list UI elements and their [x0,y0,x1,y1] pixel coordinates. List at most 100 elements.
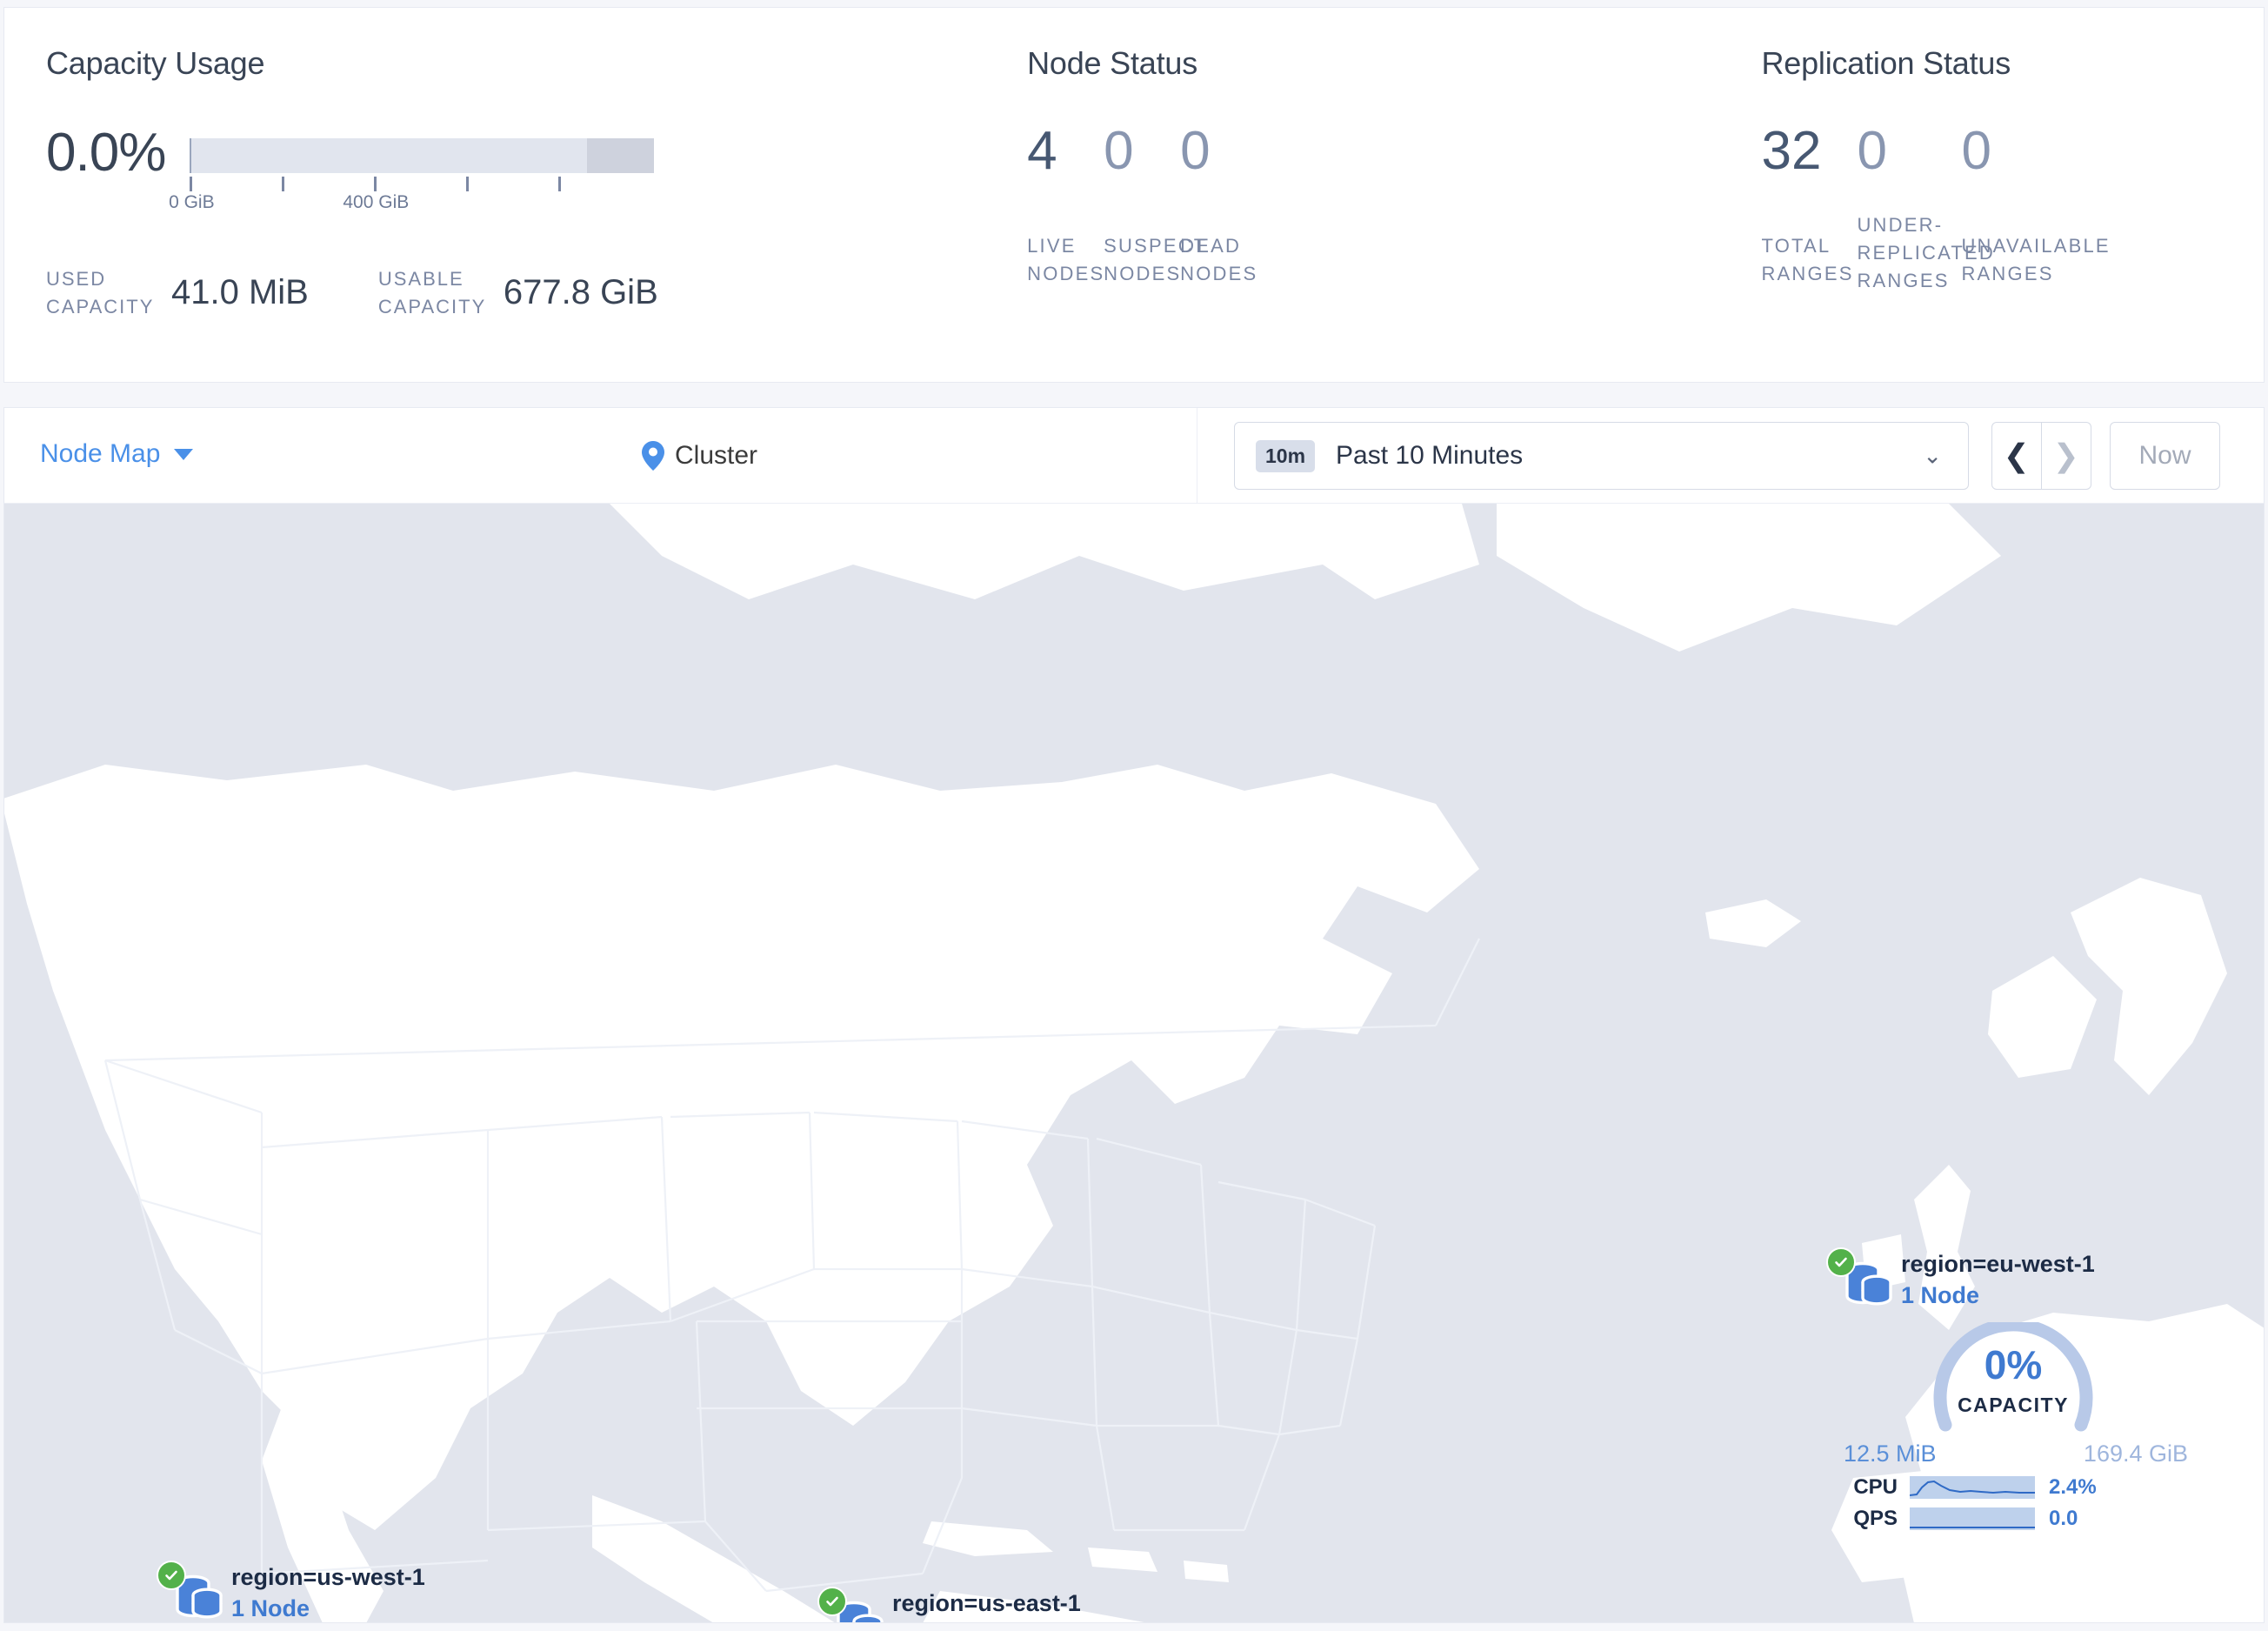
locality-node-count: 2 Nodes [892,1621,984,1622]
axis-tick [558,177,562,191]
locality-marker-us-east-1[interactable]: region=us-east-1 2 Nodes 0% CAPACITY 16.… [817,1587,1191,1622]
qps-sparkline [1910,1507,2035,1530]
axis-label-mid: 400 GiB [343,192,410,212]
locality-header: region=us-east-1 2 Nodes [817,1587,1191,1622]
locality-node-count: 1 Node [1901,1282,1980,1308]
healthy-check-icon [1826,1247,1856,1277]
chevron-down-icon [174,448,194,460]
replication-status-panel: Replication Status 32 TOTAL RANGES 0 UND… [1711,8,2264,382]
live-nodes-label: LIVE NODES [1027,235,1105,284]
view-selector-dropdown[interactable]: Node Map [40,439,194,469]
breadcrumb[interactable]: Cluster [642,441,757,471]
capacity-gauge-percent: 0% [1984,1342,2043,1387]
dead-nodes-counter: 0 DEAD NODES [1180,121,1257,284]
view-selector-label: Node Map [40,439,161,468]
breadcrumb-label: Cluster [675,441,758,470]
node-status-title: Node Status [1027,45,1198,81]
locality-marker-us-west-1[interactable]: region=us-west-1 1 Node 0% CAPACITY 12.2… [157,1561,530,1622]
live-nodes-counter: 4 LIVE NODES [1027,121,1104,284]
capacity-gauge: 0% CAPACITY [1926,1322,2100,1435]
axis-tick [374,177,377,191]
suspect-nodes-label: SUSPECT NODES [1104,235,1208,284]
axis-tick [466,177,470,191]
locality-name: region=us-east-1 [892,1590,1081,1616]
healthy-check-icon [817,1587,847,1616]
capacity-percent-value: 0.0% [46,123,166,183]
capacity-chart: 0.0% 0 GiB 400 GiB [46,123,991,212]
unavailable-ranges-value: 0 [1961,121,1991,181]
landmasses [4,504,2264,1622]
used-capacity-label: USED CAPACITY [46,268,155,318]
usable-capacity-value: 677.8 GiB [503,273,658,312]
live-nodes-value: 4 [1027,121,1057,181]
capacity-bar-reserved-segment [587,138,655,173]
cpu-sparkline [1910,1476,2035,1499]
under-replicated-ranges-label: UNDER- REPLICATED RANGES [1857,214,1995,291]
locality-node-count: 1 Node [231,1595,310,1621]
total-ranges-label: TOTAL RANGES [1761,235,1854,284]
map-geometry [4,504,2264,1622]
capacity-gauge-label: CAPACITY [1958,1394,2069,1416]
axis-tick [282,177,285,191]
locality-header: region=us-west-1 1 Node [157,1561,530,1622]
map-toolbar: Node Map Cluster 10m Past 10 Minutes ⌄ [4,408,2264,504]
under-replicated-ranges-counter: 0 UNDER- REPLICATED RANGES [1857,121,1992,291]
time-range-badge: 10m [1256,439,1316,472]
used-capacity-value: 41.0 MiB [171,273,309,312]
usable-capacity-stat: USABLE CAPACITY 677.8 GiB [378,265,658,321]
capacity-stats: USED CAPACITY 41.0 MiB USABLE CAPACITY 6… [46,265,991,321]
time-next-button[interactable]: ❯ [2052,438,2079,473]
cpu-metric-label: CPU [1853,1475,1898,1499]
healthy-check-icon [157,1561,186,1590]
node-status-counters: 4 LIVE NODES 0 SUSPECT NODES 0 DEAD NODE… [1027,121,1711,284]
node-status-panel: Node Status 4 LIVE NODES 0 SUSPECT NODES… [991,8,1711,382]
cpu-metric-row: CPU 2.4% [1826,1474,2200,1501]
unavailable-ranges-label: UNAVAILABLE RANGES [1961,235,2111,284]
capacity-usage-title: Capacity Usage [46,45,265,81]
time-range-select[interactable]: 10m Past 10 Minutes ⌄ [1234,422,1969,490]
dead-nodes-label: DEAD NODES [1180,235,1258,284]
time-nav-group: ❮ ❯ [1991,422,2091,490]
capacity-total-value: 169.4 GiB [2083,1440,2188,1467]
locality-header: region=eu-west-1 1 Node [1826,1247,2200,1319]
dead-nodes-value: 0 [1180,121,1211,181]
capacity-used-value: 12.5 MiB [1844,1440,1937,1467]
replication-status-counters: 32 TOTAL RANGES 0 UNDER- REPLICATED RANG… [1761,121,2264,291]
qps-metric-row: QPS 0.0 [1826,1505,2200,1533]
node-map-card: Node Map Cluster 10m Past 10 Minutes ⌄ [3,407,2265,1623]
capacity-bar-used-marker [190,138,192,173]
capacity-axis: 0 GiB 400 GiB [169,173,654,212]
replication-status-title: Replication Status [1761,45,2011,81]
total-ranges-value: 32 [1761,121,1822,181]
locality-name: region=us-west-1 [231,1564,425,1590]
suspect-nodes-counter: 0 SUSPECT NODES [1104,121,1205,284]
state-borders [103,1059,1377,1593]
axis-tick [190,177,193,191]
suspect-nodes-value: 0 [1104,121,1134,181]
time-range-label: Past 10 Minutes [1336,441,1524,470]
map-pin-icon [642,441,664,471]
under-replicated-ranges-value: 0 [1857,121,1887,181]
capacity-bar [190,138,655,173]
usable-capacity-label: USABLE CAPACITY [377,268,487,318]
capacity-bar-usable-segment [190,138,588,173]
used-capacity-stat: USED CAPACITY 41.0 MiB [46,265,309,321]
locality-name: region=eu-west-1 [1901,1251,2095,1277]
database-stack-icon [831,1594,887,1622]
time-now-button[interactable]: Now [2110,422,2220,490]
locality-marker-eu-west-1[interactable]: region=eu-west-1 1 Node 0% CAPACITY 12.5… [1826,1247,2200,1533]
database-stack-icon [1840,1254,1896,1310]
capacity-bar-wrap: 0 GiB 400 GiB [169,138,655,212]
cpu-metric-value: 2.4% [2049,1475,2097,1499]
country-borders [104,938,1480,1062]
chevron-down-icon: ⌄ [1923,442,1942,469]
capacity-usage-panel: Capacity Usage 0.0% 0 GiB [4,8,991,382]
world-map[interactable]: region=us-west-1 1 Node 0% CAPACITY 12.2… [4,504,2264,1622]
axis-label-min: 0 GiB [169,192,215,212]
total-ranges-counter: 32 TOTAL RANGES [1761,121,1857,284]
capacity-usage-row: 12.5 MiB 169.4 GiB [1826,1440,2200,1470]
qps-metric-value: 0.0 [2049,1507,2078,1530]
unavailable-ranges-counter: 0 UNAVAILABLE RANGES [1961,121,2108,284]
time-prev-button[interactable]: ❮ [1992,423,2042,489]
